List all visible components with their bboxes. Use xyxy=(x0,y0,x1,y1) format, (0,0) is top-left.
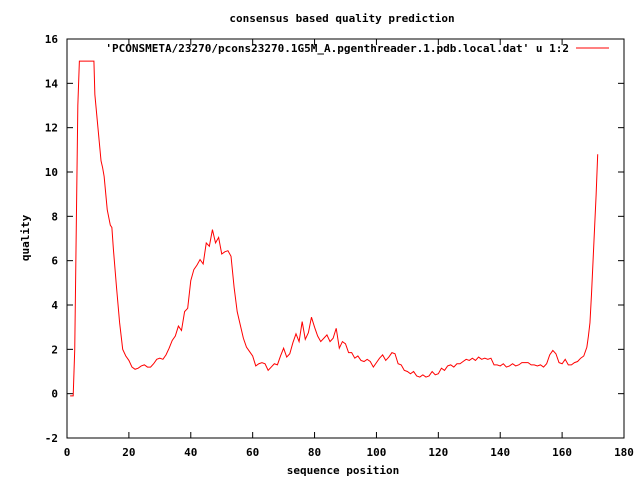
legend-entry-label: 'PCONSMETA/23270/pcons23270.1G5M_A.pgent… xyxy=(105,42,569,55)
x-tick-label: 20 xyxy=(122,446,135,459)
chart-title: consensus based quality prediction xyxy=(229,12,454,25)
x-axis-label: sequence position xyxy=(287,464,400,477)
x-tick-label: 0 xyxy=(64,446,71,459)
x-tick-label: 40 xyxy=(184,446,197,459)
x-tick-label: 100 xyxy=(367,446,387,459)
plot-frame xyxy=(66,38,625,439)
x-tick-label: 160 xyxy=(552,446,572,459)
y-tick-label: 0 xyxy=(51,388,58,401)
y-tick-label: 6 xyxy=(51,255,58,268)
x-tick-label: 60 xyxy=(246,446,259,459)
x-tick-label: 180 xyxy=(614,446,634,459)
legend: 'PCONSMETA/23270/pcons23270.1G5M_A.pgent… xyxy=(105,42,609,55)
series-line xyxy=(70,60,599,397)
series-layer xyxy=(70,60,599,397)
y-axis: -2 0 2 4 6 8 10 12 14 16 xyxy=(45,33,624,445)
x-tick-label: 120 xyxy=(428,446,448,459)
y-tick-label: 14 xyxy=(45,77,59,90)
x-tick-label: 140 xyxy=(490,446,510,459)
y-axis-label: quality xyxy=(19,214,32,261)
x-axis: 0 20 40 60 80 100 120 140 160 180 xyxy=(64,39,634,459)
y-tick-label: -2 xyxy=(45,432,58,445)
y-tick-label: 10 xyxy=(45,166,58,179)
y-tick-label: 16 xyxy=(45,33,59,46)
y-tick-label: 12 xyxy=(45,122,58,135)
y-tick-label: 2 xyxy=(51,343,58,356)
y-tick-label: 8 xyxy=(51,210,58,223)
x-tick-label: 80 xyxy=(308,446,321,459)
y-tick-label: 4 xyxy=(51,299,58,312)
